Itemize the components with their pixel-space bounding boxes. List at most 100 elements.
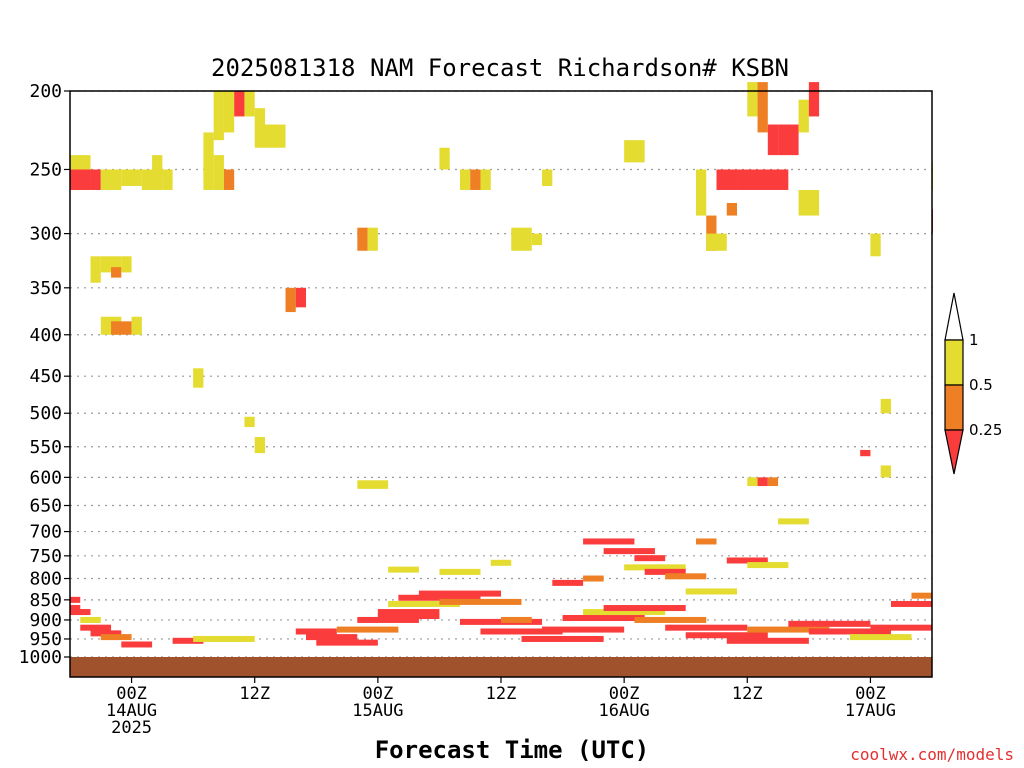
cell-33 — [459, 169, 471, 190]
cell-7 — [162, 169, 173, 190]
x-tick-label-0-0: 00Z — [116, 684, 147, 704]
pbl-band-53 — [685, 588, 738, 595]
y-tick-label-1000: 1000 — [19, 647, 62, 668]
y-tick-label-550: 550 — [29, 437, 62, 458]
pbl-band-21 — [480, 628, 563, 635]
legend-label-1: 0.5 — [969, 376, 993, 394]
x-tick-label-1-0: 12Z — [239, 684, 270, 704]
cell-48 — [767, 124, 779, 156]
cell-11 — [121, 256, 132, 273]
y-tick-label-850: 850 — [29, 590, 62, 611]
pbl-band-24 — [562, 614, 645, 621]
credit-text: coolwx.com/models — [850, 745, 1014, 764]
cell-35 — [480, 169, 491, 190]
pbl-band-38 — [583, 538, 635, 545]
y-axis-ticks: 200 250 300 350 400 450 500 550 600 650 700 7508008… — [19, 81, 70, 668]
pbl-band-43 — [665, 573, 707, 580]
legend-arrow-top — [944, 292, 964, 341]
pbl-band-46 — [747, 562, 789, 569]
cell-45 — [726, 202, 738, 216]
x-tick-label-6-1: 17AUG — [845, 701, 896, 721]
x-tick-label-0-1: 14AUG — [106, 701, 157, 721]
pbl-band-52 — [583, 575, 604, 582]
y-tick-label-900: 900 — [29, 610, 62, 631]
pbl-band-23 — [542, 626, 625, 633]
x-tick-label-2-1: 15AUG — [352, 701, 403, 721]
y-tick-label-450: 450 — [29, 366, 62, 387]
pbl-band-25 — [583, 609, 666, 616]
cell-30 — [367, 227, 378, 251]
x-tick-label-5-0: 12Z — [732, 684, 763, 704]
cell-27 — [244, 416, 255, 428]
pbl-band-35 — [870, 624, 932, 631]
cell-59 — [860, 449, 871, 457]
pbl-band-36 — [890, 600, 932, 607]
cell-28 — [254, 437, 265, 454]
cell-29 — [357, 227, 368, 251]
pbl-band-54 — [377, 613, 440, 620]
cell-51 — [808, 82, 820, 117]
x-tick-label-0-2: 2025 — [111, 718, 152, 738]
cell-38 — [542, 169, 553, 186]
pbl-band-27 — [634, 616, 707, 623]
cell-46 — [747, 82, 758, 117]
cell-18 — [234, 91, 245, 117]
cell-25 — [285, 287, 296, 313]
y-tick-label-600: 600 — [29, 467, 62, 488]
y-tick-label-500: 500 — [29, 403, 62, 424]
pbl-band-11 — [306, 634, 358, 641]
y-tick-label-300: 300 — [29, 224, 62, 245]
legend-swatch-1 — [944, 384, 964, 431]
y-tick-label-700: 700 — [29, 522, 62, 543]
pbl-band-26 — [603, 605, 686, 612]
pbl-band-16 — [388, 600, 460, 607]
pbl-band-33 — [808, 628, 891, 635]
data-cells — [70, 82, 933, 489]
pbl-band-4 — [80, 624, 112, 631]
cell-14 — [131, 316, 142, 335]
cell-2 — [90, 169, 101, 190]
pbl-band-13 — [336, 626, 399, 633]
cell-1 — [70, 169, 91, 190]
pbl-band-18 — [418, 590, 501, 597]
pbl-band-17 — [398, 594, 481, 601]
legend-label-2: 0.25 — [969, 421, 1002, 439]
pbl-band-41 — [624, 564, 686, 571]
pbl-band-7 — [121, 641, 153, 648]
cell-4 — [121, 169, 142, 186]
pbl-band-28 — [665, 624, 748, 631]
pbl-band-48 — [388, 566, 419, 573]
pbl-band-22 — [521, 635, 604, 642]
y-tick-label-250: 250 — [29, 159, 62, 180]
cell-47 — [757, 82, 768, 133]
pbl-band-55 — [501, 616, 532, 623]
cell-42 — [706, 233, 727, 251]
pbl-band-49 — [439, 568, 481, 575]
cell-56 — [870, 233, 881, 257]
pbl-band-14 — [357, 616, 419, 623]
color-legend: 1 0.5 0.25 — [944, 292, 1002, 475]
pbl-band-19 — [439, 598, 522, 605]
cell-36 — [511, 227, 532, 251]
y-tick-label-750: 750 — [29, 546, 62, 567]
cell-32 — [439, 147, 450, 170]
legend-arrow-bottom — [944, 429, 964, 475]
pbl-band-32 — [788, 620, 871, 627]
cell-49 — [778, 124, 799, 156]
cell-34 — [470, 169, 481, 190]
cell-19 — [244, 91, 255, 117]
legend-swatch-0 — [944, 339, 964, 386]
pbl-band-37 — [911, 592, 932, 599]
x-tick-label-3-0: 12Z — [486, 684, 517, 704]
cell-10 — [111, 267, 122, 278]
cell-17 — [223, 91, 235, 133]
cell-55 — [767, 477, 779, 487]
cell-6 — [152, 155, 163, 177]
cell-26 — [295, 287, 307, 308]
x-tick-label-4-1: 16AUG — [599, 701, 650, 721]
pbl-band-1 — [70, 605, 81, 612]
pbl-band-10 — [295, 628, 337, 635]
y-tick-label-800: 800 — [29, 569, 62, 590]
x-tick-label-4-0: 00Z — [609, 684, 640, 704]
